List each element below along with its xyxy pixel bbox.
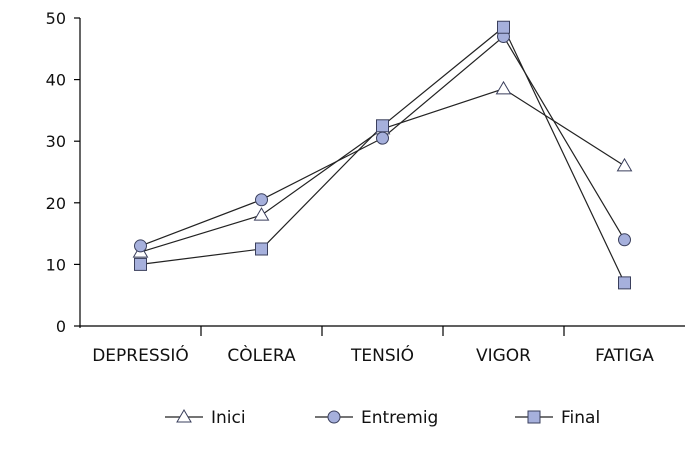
chart-legend: Inici Entremig Final — [165, 408, 600, 428]
data-point-final — [618, 276, 631, 290]
y-tick-label: 20 — [46, 194, 66, 213]
y-tick-label: 10 — [46, 255, 66, 274]
x-tick-label: VIGOR — [476, 346, 531, 366]
data-point-final — [134, 257, 147, 271]
y-tick-label: 50 — [46, 9, 66, 28]
series-line-final — [140, 26, 626, 284]
legend-label: Entremig — [361, 408, 438, 428]
data-point-inici — [495, 80, 512, 95]
y-tick-label: 0 — [56, 317, 66, 336]
series-lines — [140, 26, 626, 284]
data-point-final — [255, 242, 268, 256]
series-markers — [132, 20, 633, 290]
data-point-final — [497, 20, 510, 34]
data-point-inici — [616, 157, 633, 172]
x-tick-label: FATIGA — [595, 346, 654, 366]
data-point-entremig — [618, 233, 631, 247]
x-tick-label: DEPRESSIÓ — [92, 344, 189, 366]
chart-axes — [79, 18, 685, 328]
legend-marker-entremig — [327, 410, 341, 424]
y-tick-label: 40 — [46, 71, 66, 90]
data-point-entremig — [376, 131, 389, 145]
legend-label: Final — [561, 408, 600, 428]
data-point-inici — [253, 207, 270, 221]
x-tick-label: CÒLERA — [227, 344, 296, 366]
y-axis-ticks: 0 10 20 30 40 50 — [46, 9, 80, 336]
x-axis-ticks: DEPRESSIÓ CÒLERA TENSIÓ VIGOR FATIGA — [92, 326, 654, 366]
legend-marker-final — [527, 410, 541, 424]
data-point-entremig — [134, 239, 147, 253]
series-line-inici — [140, 88, 625, 253]
y-tick-label: 30 — [46, 132, 66, 151]
legend-marker-inici — [176, 409, 192, 423]
data-point-final — [376, 119, 389, 133]
legend-label: Inici — [211, 408, 246, 428]
x-tick-label: TENSIÓ — [350, 344, 414, 366]
data-point-entremig — [255, 193, 268, 207]
